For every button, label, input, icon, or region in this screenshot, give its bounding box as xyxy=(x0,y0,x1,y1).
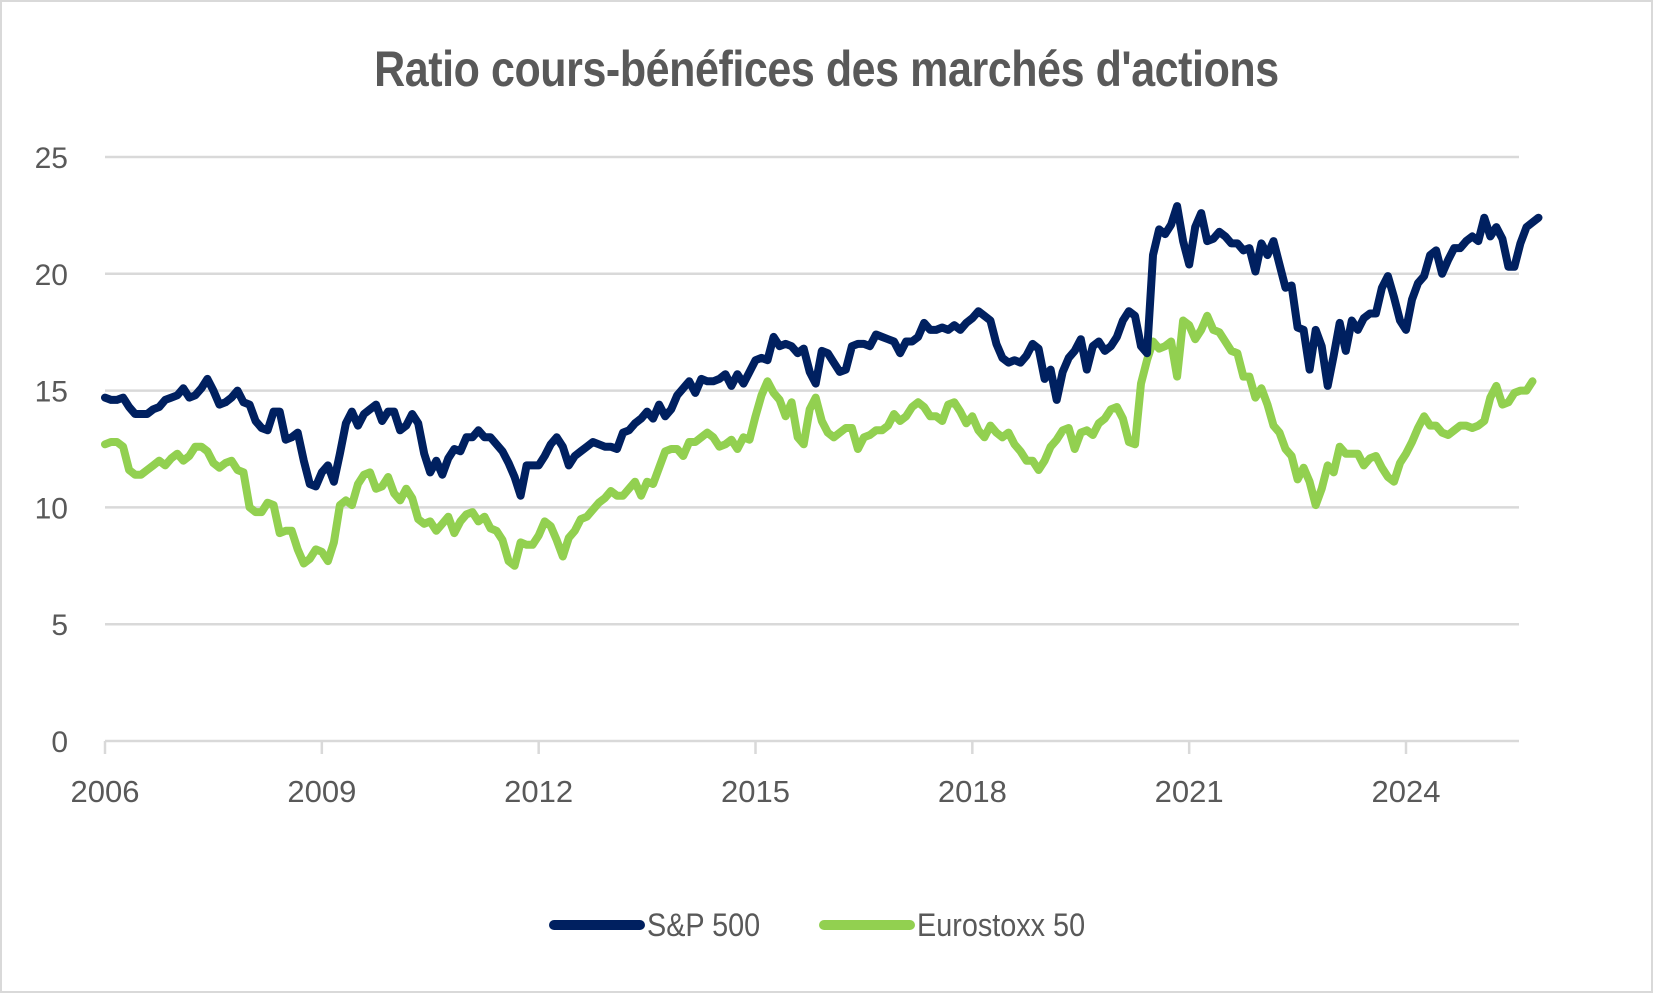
legend-swatch-sp500 xyxy=(549,920,646,930)
x-tick-label: 2012 xyxy=(504,774,573,809)
x-tick-label: 2009 xyxy=(287,774,356,809)
x-tick-label: 2024 xyxy=(1372,774,1441,809)
y-tick-label: 5 xyxy=(51,609,68,642)
legend-item-sp500[interactable]: S&P 500 xyxy=(549,907,773,944)
chart-title: Ratio cours-bénéfices des marchés d'acti… xyxy=(374,41,1279,97)
x-tick-label: 2021 xyxy=(1155,774,1224,809)
legend: S&P 500 Eurostoxx 50 xyxy=(0,900,1653,950)
series-line-eurostoxx-50 xyxy=(101,311,1537,570)
y-axis: 0 5 10 15 20 25 xyxy=(35,142,68,759)
legend-swatch-eurostoxx50 xyxy=(818,920,915,930)
legend-item-eurostoxx50[interactable]: Eurostoxx 50 xyxy=(818,906,1104,944)
series-group xyxy=(101,202,1543,570)
y-tick-label: 25 xyxy=(35,142,68,175)
x-tick-label: 2006 xyxy=(71,774,140,809)
x-axis: 2006 2009 2012 2015 2018 2021 2024 xyxy=(71,739,1519,809)
legend-label-eurostoxx50: Eurostoxx 50 xyxy=(916,906,1086,943)
x-tick-label: 2015 xyxy=(721,774,790,809)
y-tick-label: 15 xyxy=(35,376,68,409)
series-line-s-p-500 xyxy=(101,202,1543,500)
y-tick-label: 20 xyxy=(35,259,68,292)
y-tick-label: 0 xyxy=(51,726,68,759)
y-tick-label: 10 xyxy=(35,492,68,525)
x-tick-label: 2018 xyxy=(938,774,1007,809)
legend-label-sp500: S&P 500 xyxy=(647,906,761,943)
